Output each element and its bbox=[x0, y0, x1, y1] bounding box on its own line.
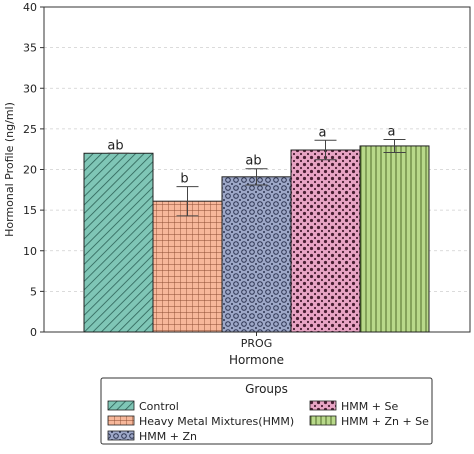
y-tick-label: 25 bbox=[23, 123, 37, 136]
legend-swatch bbox=[309, 415, 337, 426]
legend-label: HMM + Zn bbox=[139, 430, 197, 443]
error-bars bbox=[107, 138, 406, 217]
y-tick-label: 20 bbox=[23, 164, 37, 177]
legend-label: HMM + Se bbox=[341, 400, 398, 413]
legend-swatch bbox=[107, 415, 135, 426]
legend-title: Groups bbox=[245, 382, 288, 396]
bar bbox=[152, 200, 223, 333]
significance-label: ab bbox=[107, 138, 123, 153]
significance-label: ab bbox=[245, 154, 261, 169]
y-tick-label: 10 bbox=[23, 245, 37, 258]
y-axis-label: Hormonal Profile (ng/ml) bbox=[3, 102, 16, 237]
y-tick-label: 0 bbox=[30, 326, 37, 339]
significance-labels: ab b ab a a bbox=[107, 124, 395, 186]
significance-label: a bbox=[388, 124, 396, 139]
x-tick-label: PROG bbox=[241, 337, 272, 350]
y-tick-label: 30 bbox=[23, 82, 37, 95]
legend-swatch bbox=[107, 430, 135, 441]
x-axis-label: Hormone bbox=[229, 353, 284, 367]
significance-label: b bbox=[180, 172, 188, 187]
legend: Groups Control Heavy Metal Mixtures(HMM) HM… bbox=[100, 377, 433, 445]
bars bbox=[83, 145, 430, 333]
legend-swatch bbox=[309, 400, 337, 411]
bar bbox=[359, 145, 430, 333]
y-tick-label: 35 bbox=[23, 42, 37, 55]
legend-box bbox=[100, 377, 433, 445]
legend-label: Control bbox=[139, 400, 179, 413]
legend-label: HMM + Zn + Se bbox=[341, 415, 429, 428]
y-tick-label: 40 bbox=[23, 1, 37, 14]
axes: 0 5 10 15 20 25 30 35 40 PROG Hormone Hormonal Prof… bbox=[3, 1, 471, 367]
y-tick-label: 15 bbox=[23, 204, 37, 217]
bar bbox=[83, 152, 154, 333]
legend-label: Heavy Metal Mixtures(HMM) bbox=[139, 415, 294, 428]
legend-swatch bbox=[107, 400, 135, 411]
significance-label: a bbox=[319, 125, 327, 140]
y-tick-label: 5 bbox=[30, 285, 37, 298]
bar bbox=[221, 176, 292, 333]
bar bbox=[290, 149, 361, 333]
